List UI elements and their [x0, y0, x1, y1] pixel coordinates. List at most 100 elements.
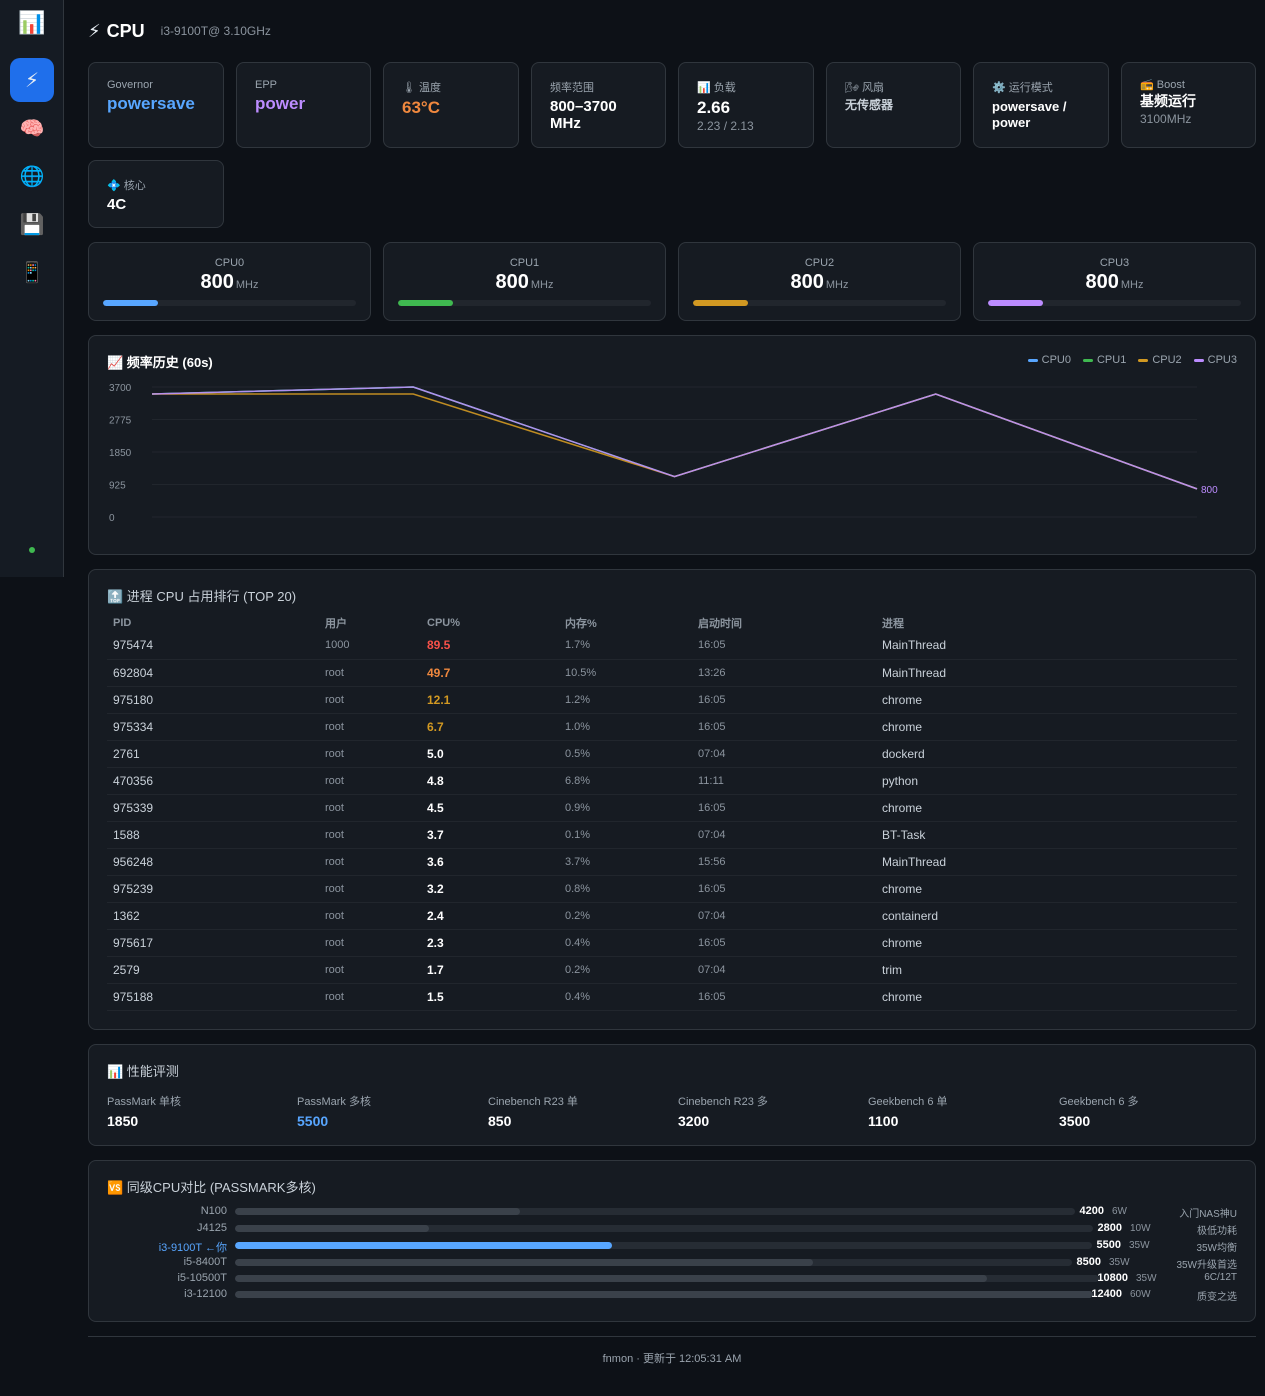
brain-icon: 🧠 [19, 117, 45, 140]
sidebar-item-memory[interactable]: 🧠 [10, 106, 54, 150]
compare-bar [235, 1242, 1092, 1249]
compare-note: 入门NAS神U [1179, 1209, 1237, 1220]
table-row[interactable]: 975617 root 2.3 0.4% 16:05 chrome [107, 929, 1237, 957]
y-tick-label: 1850 [109, 448, 132, 459]
table-row[interactable]: 975334 root 6.7 1.0% 16:05 chrome [107, 713, 1237, 741]
cores-label: 💠 核心 [107, 180, 146, 192]
core-name: CPU0 [214, 257, 245, 269]
table-row[interactable]: 2761 root 5.0 0.5% 07:04 dockerd [107, 740, 1237, 768]
pid-cell: 975180 [107, 686, 319, 714]
lightning-icon: ⚡ [88, 20, 101, 41]
compare-cpu-name: i5-8400T [183, 1256, 227, 1268]
pid-cell: 2761 [107, 740, 319, 768]
table-row[interactable]: 975239 root 3.2 0.8% 16:05 chrome [107, 875, 1237, 903]
start-cell: 07:04 [692, 740, 876, 768]
table-row[interactable]: 1362 root 2.4 0.2% 07:04 containerd [107, 902, 1237, 930]
footer-status: fnmon · 更新于 12:05:31 AM [602, 1353, 742, 1365]
col-command[interactable]: 进程 [882, 618, 904, 630]
start-cell: 07:04 [692, 956, 876, 984]
user-cell: root [319, 902, 421, 930]
series-line-cpu1 [151, 386, 1198, 490]
compare-score: 12400 [1091, 1288, 1122, 1300]
table-row[interactable]: 975474 1000 89.5 1.7% 16:05 MainThread [107, 632, 1237, 660]
freq-range-label: 频率范围 [550, 82, 594, 94]
core-freq-bar [103, 300, 356, 306]
cpu-cell: 1.7 [421, 956, 559, 984]
table-row[interactable]: 470356 root 4.8 6.8% 11:11 python [107, 767, 1237, 795]
table-row[interactable]: 975188 root 1.5 0.4% 16:05 chrome [107, 983, 1237, 1011]
compare-bar [235, 1259, 1072, 1266]
sidebar-item-network[interactable]: 🌐 [10, 154, 54, 198]
core-freq-fill [103, 300, 158, 306]
col-pid[interactable]: PID [113, 617, 132, 629]
compare-row: i5-10500T 10800 35W 6C/12T [107, 1272, 1237, 1286]
compare-note: 极低功耗 [1197, 1226, 1237, 1237]
compare-row: J4125 2800 10W 极低功耗 [107, 1222, 1237, 1237]
governor-card: Governor powersave [88, 62, 224, 148]
legend-item-cpu1: CPU1 [1082, 354, 1126, 366]
compare-row: i3-9100T ←你 5500 35W 35W均衡 [107, 1239, 1237, 1254]
col-start[interactable]: 启动时间 [698, 618, 742, 630]
table-row[interactable]: 2579 root 1.7 0.2% 07:04 trim [107, 956, 1237, 984]
process-table: PID 用户 CPU% 内存% 启动时间 进程 975474 1000 89.5 1.… [107, 614, 1237, 1011]
freq-history-panel: 📈 频率历史 (60s) CPU0 CPU1 CPU2 CPU3 3700 277… [88, 335, 1256, 555]
compare-cpu-name: i3-9100T ←你 [158, 1242, 227, 1254]
bench-geekbench-single: Geekbench 6 单 1100 [868, 1096, 948, 1129]
lightning-icon: ⚡ [24, 69, 40, 92]
mode-card: ⚙️ 运行模式 powersave / power [973, 62, 1109, 148]
epp-value: power [255, 94, 306, 113]
cpu-cell: 2.3 [421, 929, 559, 957]
sidebar-item-disk[interactable]: 💾 [10, 202, 54, 246]
compare-row: N100 4200 6W 入门NAS神U [107, 1205, 1237, 1220]
compare-note: 6C/12T [1204, 1272, 1237, 1283]
mem-cell: 0.1% [559, 821, 692, 849]
y-tick-label: 925 [109, 481, 126, 492]
table-row[interactable]: 1588 root 3.7 0.1% 07:04 BT-Task [107, 821, 1237, 849]
user-cell: 1000 [319, 632, 421, 660]
chart-logo-icon: 📊 [18, 10, 46, 35]
core-name: CPU1 [509, 257, 540, 269]
core-card-cpu3: CPU3 800 MHz [973, 242, 1256, 321]
page-header: ⚡ CPU i3-9100T@ 3.10GHz [88, 18, 271, 44]
table-row[interactable]: 956248 root 3.6 3.7% 15:56 MainThread [107, 848, 1237, 876]
mem-cell: 1.7% [559, 632, 692, 660]
freq-line-chart: 3700 2775 1850 925 0 800 [109, 383, 1218, 524]
cpu-cell: 6.7 [421, 713, 559, 741]
compare-note: 35W均衡 [1196, 1243, 1237, 1254]
compare-bar-fill [235, 1225, 429, 1232]
mode-value: powersave / power [992, 99, 1067, 130]
col-user[interactable]: 用户 [325, 618, 347, 630]
table-row[interactable]: 692804 root 49.7 10.5% 13:26 MainThread [107, 659, 1237, 687]
col-cpu[interactable]: CPU% [427, 617, 461, 629]
cpu-cell: 89.5 [421, 632, 559, 660]
table-row[interactable]: 975339 root 4.5 0.9% 16:05 chrome [107, 794, 1237, 822]
col-mem[interactable]: 内存% [565, 618, 597, 630]
compare-row: i3-12100 12400 60W 质变之选 [107, 1288, 1237, 1303]
sidebar-item-cpu[interactable]: ⚡ [10, 58, 54, 102]
y-tick-label: 2775 [109, 416, 132, 427]
cpu-cell: 1.5 [421, 983, 559, 1011]
pid-cell: 975339 [107, 794, 319, 822]
compare-bar-fill [235, 1291, 1093, 1298]
compare-bar-fill [235, 1242, 613, 1249]
bench-cinebench-multi: Cinebench R23 多 3200 [678, 1096, 768, 1129]
floppy-disk-icon: 💾 [19, 213, 45, 236]
sidebar-item-device[interactable]: 📱 [10, 250, 54, 294]
compare-bar-fill [235, 1275, 987, 1282]
command-cell: trim [876, 956, 1237, 984]
compare-tdp: 35W [1109, 1257, 1130, 1268]
governor-label: Governor [107, 79, 153, 91]
mem-cell: 3.7% [559, 848, 692, 876]
compare-bar-fill [235, 1259, 813, 1266]
table-row[interactable]: 975180 root 12.1 1.2% 16:05 chrome [107, 686, 1237, 714]
legend-item-cpu2: CPU2 [1138, 354, 1182, 366]
user-cell: root [319, 983, 421, 1011]
fan-value: 无传感器 [845, 98, 894, 112]
mem-cell: 0.5% [559, 740, 692, 768]
process-title: 🔝 进程 CPU 占用排行 (TOP 20) [107, 589, 297, 604]
boost-value: 基频运行 [1140, 93, 1196, 109]
start-cell: 16:05 [692, 794, 876, 822]
core-card-cpu2: CPU2 800 MHz [678, 242, 961, 321]
compare-tdp: 6W [1112, 1206, 1127, 1217]
compare-cpu-name: J4125 [197, 1222, 227, 1234]
